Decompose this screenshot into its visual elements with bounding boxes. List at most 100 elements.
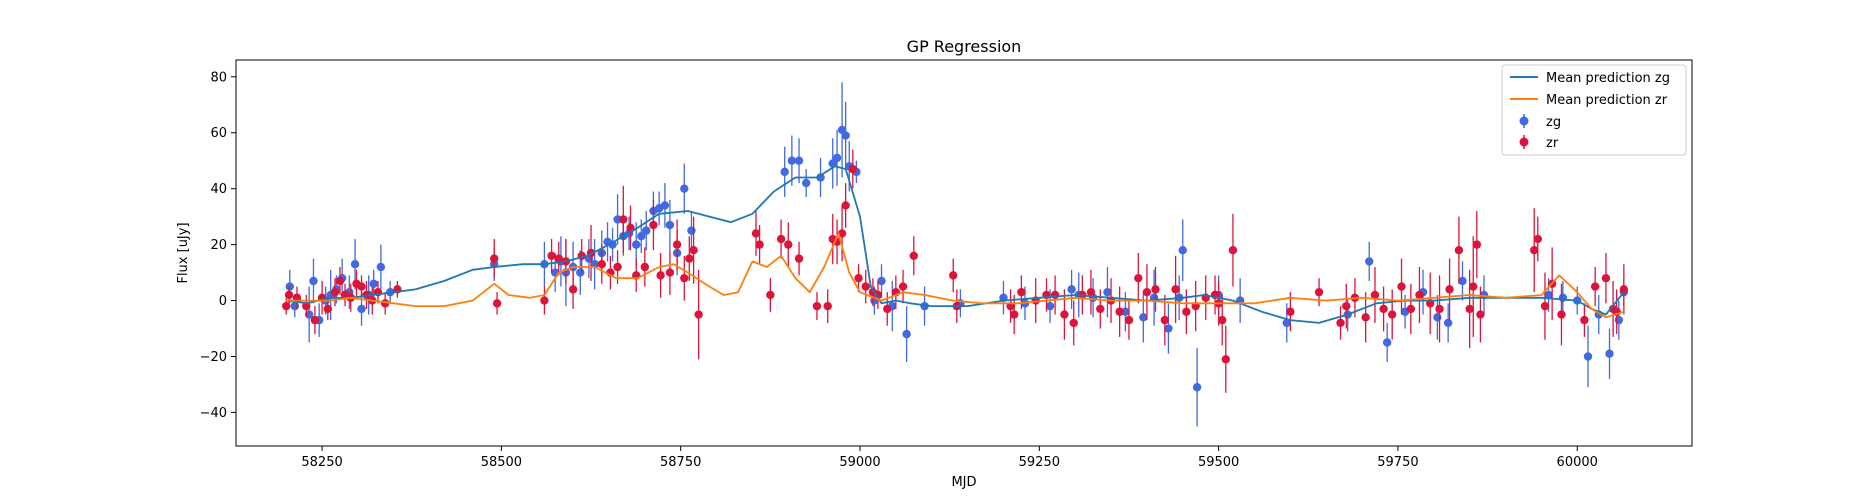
point-zr	[1533, 234, 1542, 244]
point-zg	[637, 232, 646, 241]
legend-box	[1501, 64, 1687, 156]
point-zr	[1406, 304, 1416, 314]
x-tick-label: 58750	[660, 455, 701, 470]
point-zr	[883, 304, 892, 314]
legend-swatch-zg-marker	[1519, 116, 1529, 126]
point-zr	[1465, 304, 1474, 314]
y-axis: −40 −20 0 20 40 60 80	[200, 70, 236, 421]
point-zr	[1069, 318, 1078, 328]
legend-label-zg-line: Mean prediction zg	[1546, 71, 1670, 86]
point-zg	[1433, 313, 1442, 322]
x-tick-label: 59250	[1019, 455, 1060, 470]
point-zr	[1218, 315, 1227, 325]
point-zr	[1336, 318, 1345, 328]
point-zr	[1540, 301, 1550, 311]
point-zr	[1160, 315, 1170, 325]
point-zg	[1067, 285, 1076, 294]
x-tick-label: 59000	[839, 455, 880, 470]
point-zr	[854, 273, 863, 283]
point-zg	[832, 153, 842, 163]
point-zr	[1361, 313, 1370, 322]
legend-label-zg: zg	[1546, 115, 1561, 130]
point-zr	[685, 254, 694, 263]
point-zr	[1370, 290, 1380, 300]
point-zr	[755, 240, 764, 249]
point-zg	[304, 310, 314, 319]
point-zr	[1221, 355, 1230, 364]
point-zr	[1314, 287, 1324, 297]
point-zr	[1472, 240, 1482, 249]
point-zg	[309, 276, 318, 286]
x-tick-label: 58500	[481, 455, 522, 470]
point-zg	[1139, 313, 1148, 322]
point-zg	[816, 173, 825, 182]
point-zr	[1142, 287, 1152, 297]
point-zg	[1365, 257, 1374, 266]
point-zg	[1121, 307, 1130, 316]
point-zg	[1614, 315, 1624, 325]
point-zg	[357, 304, 366, 314]
point-zg	[576, 268, 585, 277]
point-zr	[823, 301, 832, 311]
point-zr	[665, 268, 675, 277]
y-tick-label: −20	[200, 350, 227, 365]
point-zg	[1382, 338, 1392, 347]
point-zg	[608, 240, 617, 249]
y-tick-label: 60	[210, 126, 227, 141]
point-zr	[1476, 310, 1485, 319]
point-zr	[656, 271, 665, 280]
point-zr	[1590, 282, 1600, 291]
point-zr	[1096, 304, 1105, 314]
point-zr	[1171, 285, 1180, 294]
point-zr	[310, 315, 320, 325]
point-zg	[350, 259, 360, 269]
point-zg	[680, 184, 689, 193]
point-zr	[540, 296, 549, 305]
point-zr	[1342, 301, 1351, 311]
point-zg	[660, 201, 670, 210]
point-zg	[1282, 318, 1291, 328]
point-zr	[689, 246, 698, 255]
point-zr	[613, 262, 622, 272]
point-zg	[285, 282, 294, 291]
point-zg	[1458, 276, 1467, 286]
point-zr	[1115, 307, 1124, 316]
point-zr	[949, 271, 958, 280]
point-zg	[1443, 318, 1453, 328]
point-zr	[1228, 246, 1238, 255]
y-tick-label: 40	[210, 182, 227, 197]
point-zr	[909, 251, 918, 260]
point-zg	[841, 131, 850, 140]
point-zr	[898, 282, 908, 291]
legend: Mean prediction zg Mean prediction zr zg…	[1501, 64, 1687, 156]
point-zr	[861, 282, 870, 291]
y-tick-label: 20	[210, 238, 227, 253]
x-tick-label: 60000	[1557, 455, 1598, 470]
legend-swatch-zr-marker	[1519, 137, 1529, 147]
point-zr	[794, 254, 804, 263]
point-zg	[1544, 290, 1553, 300]
point-zg	[902, 329, 911, 339]
point-zr	[640, 262, 650, 272]
point-zr	[1580, 315, 1589, 325]
point-zr	[1017, 287, 1026, 297]
point-zg	[780, 167, 789, 177]
point-zr	[1619, 285, 1629, 294]
point-zr	[1530, 246, 1539, 255]
point-zg	[613, 215, 622, 224]
line-zr-mean	[286, 232, 1625, 319]
point-zr	[812, 301, 822, 311]
x-tick-label: 59750	[1377, 455, 1418, 470]
point-zr	[766, 290, 775, 300]
point-zg	[794, 156, 804, 165]
point-zr	[848, 164, 858, 174]
point-zg	[1103, 287, 1112, 297]
point-zg	[665, 220, 675, 230]
point-zr	[568, 285, 578, 294]
point-zr	[323, 304, 333, 314]
point-zr	[492, 299, 502, 308]
point-zr	[1415, 290, 1424, 300]
point-zr	[284, 290, 294, 300]
point-zr	[1557, 310, 1566, 319]
point-zg	[1605, 349, 1614, 358]
